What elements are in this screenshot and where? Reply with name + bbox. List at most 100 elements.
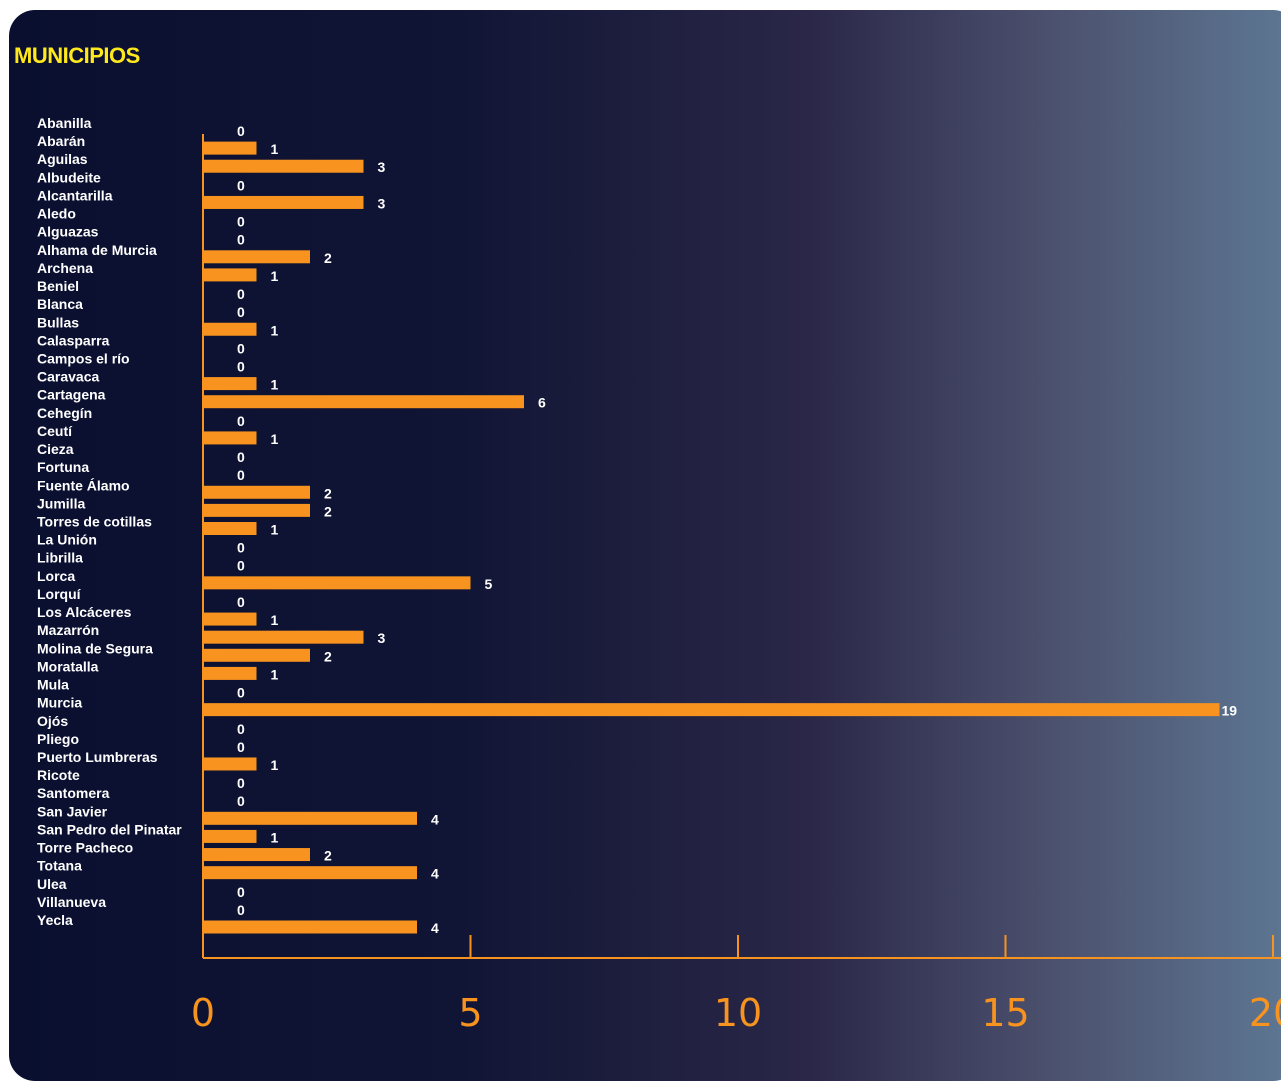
bar bbox=[203, 503, 310, 517]
value-label: 3 bbox=[378, 195, 386, 211]
category-label: San Javier bbox=[37, 803, 108, 819]
category-label: Cartagena bbox=[37, 387, 106, 403]
value-label: 1 bbox=[271, 141, 279, 157]
category-label: Murcia bbox=[37, 695, 82, 711]
value-label: 1 bbox=[271, 829, 279, 845]
x-tick-label: 15 bbox=[981, 991, 1029, 1035]
category-label: Alhama de Murcia bbox=[37, 242, 157, 258]
category-label: Fuente Álamo bbox=[37, 477, 130, 493]
chart-panel: MUNICIPIOS bbox=[9, 10, 1281, 1081]
value-label: 2 bbox=[324, 848, 332, 864]
category-label: Villanueva bbox=[37, 894, 106, 910]
category-label: Mazarrón bbox=[37, 622, 99, 638]
value-label: 0 bbox=[237, 558, 245, 574]
category-label: Abanilla bbox=[37, 115, 92, 131]
category-label: Los Alcáceres bbox=[37, 604, 132, 620]
category-label: Cieza bbox=[37, 441, 74, 457]
value-label: 1 bbox=[271, 757, 279, 773]
value-label: 0 bbox=[237, 304, 245, 320]
category-label: Pliego bbox=[37, 731, 79, 747]
value-label: 0 bbox=[237, 232, 245, 248]
value-label: 0 bbox=[237, 177, 245, 193]
value-label: 0 bbox=[237, 884, 245, 900]
category-label: Alguazas bbox=[37, 224, 99, 240]
value-label: 1 bbox=[271, 268, 279, 284]
value-label: 2 bbox=[324, 648, 332, 664]
bar bbox=[203, 268, 257, 282]
bar bbox=[203, 141, 257, 155]
bar bbox=[203, 522, 257, 535]
category-label: Ricote bbox=[37, 767, 80, 783]
bar bbox=[203, 576, 471, 590]
value-label: 0 bbox=[237, 340, 245, 356]
value-label: 1 bbox=[271, 522, 279, 538]
category-label: Torres de cotillas bbox=[37, 514, 152, 530]
category-label: Santomera bbox=[37, 785, 110, 801]
x-tick-label: 5 bbox=[458, 991, 482, 1035]
category-label: Aguilas bbox=[37, 151, 88, 167]
x-tick-label: 0 bbox=[191, 991, 215, 1035]
bar bbox=[203, 920, 417, 934]
bar bbox=[203, 666, 257, 680]
bar bbox=[203, 811, 417, 825]
bar bbox=[203, 829, 257, 843]
category-label: Cehegín bbox=[37, 405, 92, 421]
value-label: 0 bbox=[237, 775, 245, 791]
value-label: 3 bbox=[378, 630, 386, 646]
category-label: Mula bbox=[37, 677, 69, 693]
category-label: Puerto Lumbreras bbox=[37, 749, 158, 765]
value-label: 6 bbox=[538, 395, 546, 411]
category-label: Abarán bbox=[37, 133, 85, 149]
category-label: Calasparra bbox=[37, 332, 110, 348]
bar bbox=[203, 757, 257, 771]
category-label: La Unión bbox=[37, 532, 97, 548]
value-label: 0 bbox=[237, 540, 245, 556]
category-label: Ceutí bbox=[37, 423, 73, 439]
category-label: Ulea bbox=[37, 876, 67, 892]
bar bbox=[203, 648, 310, 662]
value-label: 4 bbox=[431, 920, 439, 936]
category-label: Fortuna bbox=[37, 459, 89, 475]
value-label: 0 bbox=[237, 123, 245, 139]
bar bbox=[203, 322, 257, 336]
bar bbox=[203, 195, 364, 209]
value-label: 0 bbox=[237, 413, 245, 429]
category-label: San Pedro del Pinatar bbox=[37, 821, 182, 837]
value-label: 5 bbox=[485, 576, 493, 592]
value-label: 0 bbox=[237, 721, 245, 737]
category-label: Aledo bbox=[37, 206, 76, 222]
category-label: Campos el río bbox=[37, 350, 130, 366]
category-label: Lorca bbox=[37, 568, 75, 584]
bar bbox=[203, 250, 310, 264]
bar bbox=[203, 377, 257, 391]
category-label: Librilla bbox=[37, 550, 83, 566]
bar bbox=[203, 395, 524, 409]
bar bbox=[203, 159, 364, 173]
value-label: 0 bbox=[237, 449, 245, 465]
value-label: 0 bbox=[237, 214, 245, 230]
value-label: 1 bbox=[271, 612, 279, 628]
bar bbox=[203, 630, 364, 644]
x-tick-label: 20 bbox=[1249, 991, 1281, 1035]
x-tick-label: 10 bbox=[714, 991, 762, 1035]
bar bbox=[203, 848, 310, 862]
value-label: 4 bbox=[431, 866, 439, 882]
category-label: Torre Pacheco bbox=[37, 840, 133, 856]
value-label: 0 bbox=[237, 793, 245, 809]
value-label: 0 bbox=[237, 594, 245, 610]
category-label: Albudeite bbox=[37, 169, 101, 185]
value-label: 0 bbox=[237, 358, 245, 374]
value-label: 0 bbox=[237, 739, 245, 755]
chart-title: MUNICIPIOS bbox=[14, 43, 140, 68]
value-label: 0 bbox=[237, 902, 245, 918]
bar bbox=[203, 485, 310, 499]
category-label: Ojós bbox=[37, 713, 68, 729]
value-label: 1 bbox=[271, 431, 279, 447]
category-label: Moratalla bbox=[37, 658, 99, 674]
category-label: Alcantarilla bbox=[37, 187, 113, 203]
category-label: Yecla bbox=[37, 912, 73, 928]
bar bbox=[203, 866, 417, 880]
category-label: Caravaca bbox=[37, 369, 99, 385]
bar bbox=[203, 612, 257, 626]
